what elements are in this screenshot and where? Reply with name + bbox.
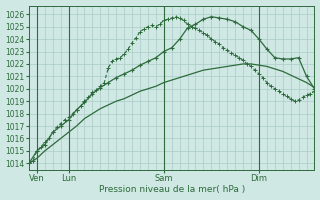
X-axis label: Pression niveau de la mer( hPa ): Pression niveau de la mer( hPa ) bbox=[99, 185, 245, 194]
